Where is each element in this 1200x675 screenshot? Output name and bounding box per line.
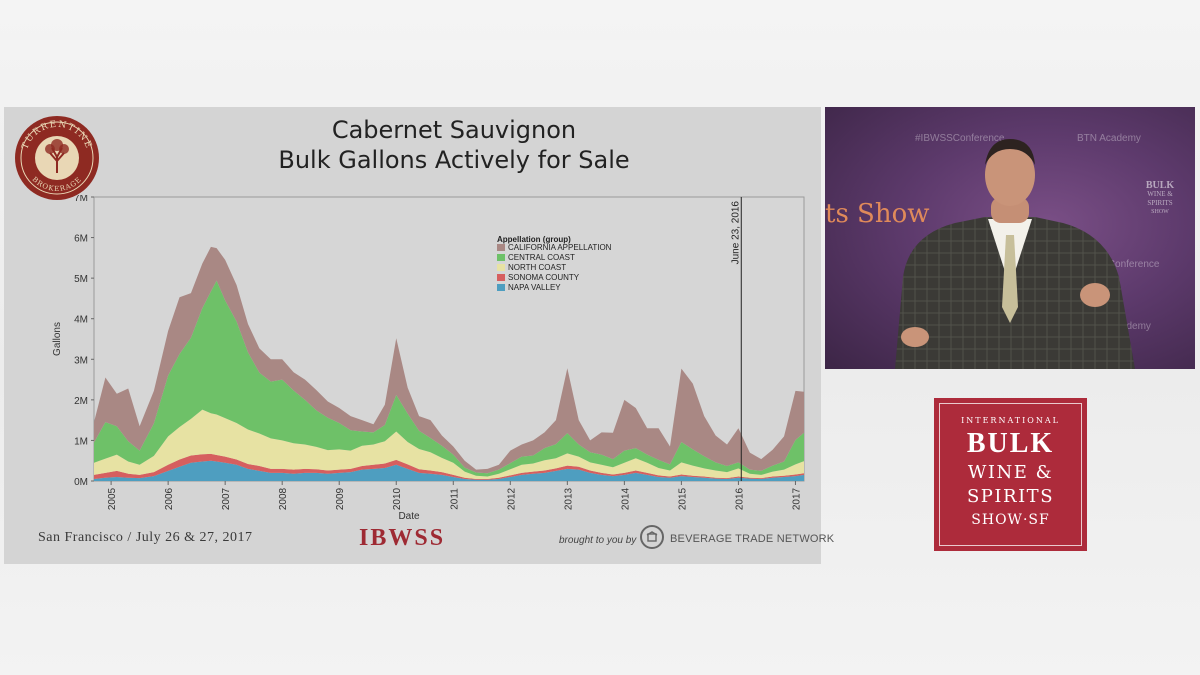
x-tick-label: 2015 [677, 487, 688, 510]
legend-swatch [497, 284, 505, 291]
sponsor-name: BEVERAGE TRADE NETWORK [670, 533, 835, 545]
x-tick-label: 2006 [164, 487, 175, 510]
x-tick-label: 2010 [392, 487, 403, 510]
chart-title-line1: Cabernet Sauvignon [331, 116, 577, 144]
x-tick-label: 2011 [449, 488, 460, 510]
x-tick-label: 2013 [563, 487, 574, 510]
hashtag-text: #IBWSSConference [915, 133, 1005, 144]
show-logo-line3: WINE & [967, 462, 1054, 483]
show-logo-line2: BULK [966, 428, 1055, 459]
y-tick-label: 5M [74, 274, 88, 285]
legend-swatch [497, 244, 505, 251]
legend-label: CALIFORNIA APPELLATION [508, 243, 612, 252]
legend-title: Appellation (group) [497, 235, 571, 244]
backdrop-text: ts Show [825, 199, 930, 229]
y-tick-label: 6M [74, 234, 88, 245]
area-napa-valley [94, 460, 804, 481]
y-axis-label: Gallons [52, 322, 63, 356]
area-central-coast [94, 280, 804, 477]
show-logo-line4: SPIRITS [966, 486, 1055, 507]
x-tick-label: 2012 [506, 487, 517, 510]
show-logo-line5: SHOW·SF [971, 512, 1050, 528]
speaker-video-feed: #IBWSSConference #IBWSSConference #IBWSS… [825, 107, 1195, 369]
x-tick-label: 2016 [734, 487, 745, 510]
legend-label: SONOMA COUNTY [508, 273, 580, 282]
x-tick-label: 2005 [107, 487, 118, 510]
legend-label: NORTH COAST [508, 263, 566, 272]
turrentine-brokerage-logo: TURRENTINE BROKERAGE [15, 116, 99, 200]
x-axis-label: Date [398, 511, 420, 522]
x-tick-label: 2014 [620, 487, 631, 510]
x-tick-label: 2009 [335, 487, 346, 510]
y-tick-label: 3M [74, 355, 88, 366]
event-location-date: San Francisco / July 26 & 27, 2017 [38, 530, 253, 545]
y-tick-label: 4M [74, 315, 88, 326]
chart-title-line2: Bulk Gallons Actively for Sale [278, 146, 630, 174]
brought-to-you-by: brought to you by [559, 535, 637, 546]
area-california-appellation [94, 246, 804, 474]
x-tick-label: 2007 [221, 487, 232, 510]
stacked-area-chart: 0M 1M 2M 3M 4M 5M 6M 7M 2005 2006 2007 2008 2009 2010… [52, 195, 805, 522]
presentation-slide: TURRENTINE BROKERAGE Cabernet Sauvignon … [4, 107, 834, 564]
x-tick-label: 2017 [791, 487, 802, 510]
legend-swatch [497, 254, 505, 261]
chart-title: Cabernet Sauvignon Bulk Gallons Actively… [154, 115, 754, 175]
legend-swatch [497, 264, 505, 271]
area-north-coast [94, 409, 804, 479]
backdrop-logo: BULK WINE & SPIRITS SHOW [1145, 180, 1175, 216]
hashtag-text: #IBWSSConference [1070, 259, 1160, 270]
y-tick-label: 1M [74, 436, 88, 447]
area-sonoma-county [94, 453, 804, 480]
y-tick-label: 7M [74, 195, 88, 204]
annotation-label: June 23, 2016 [730, 201, 741, 265]
x-tick-label: 2008 [278, 487, 289, 510]
show-logo-border: INTERNATIONAL BULK WINE & SPIRITS SHOW·S… [939, 403, 1082, 546]
legend-label: NAPA VALLEY [508, 283, 561, 292]
y-tick-label: 2M [74, 396, 88, 407]
speaker-figure [895, 139, 1135, 369]
show-logo-line1: INTERNATIONAL [961, 416, 1060, 425]
legend-swatch [497, 274, 505, 281]
ibwss-show-logo: INTERNATIONAL BULK WINE & SPIRITS SHOW·S… [934, 398, 1087, 551]
btn-academy-text: BTN Academy [1077, 133, 1141, 144]
legend-label: CENTRAL COAST [508, 253, 575, 262]
y-tick-label: 0M [74, 477, 88, 488]
btn-logo-icon [640, 525, 664, 549]
ibwss-logo: IBWSS [359, 525, 446, 551]
